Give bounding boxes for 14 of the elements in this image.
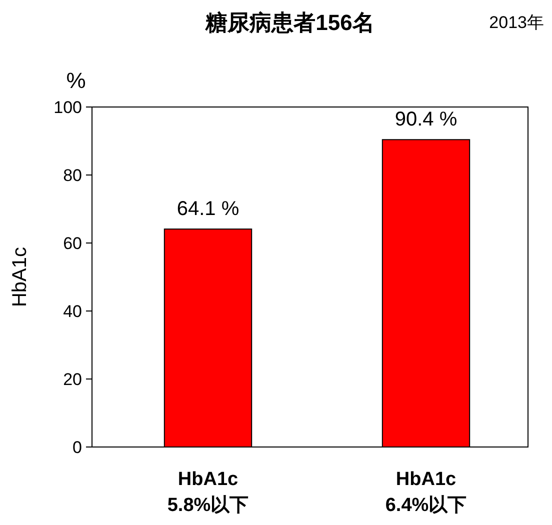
x-tick-label: HbA1c 6.4%以下 bbox=[385, 469, 467, 516]
x-tick-label: HbA1c 5.8%以下 bbox=[167, 469, 249, 516]
text: % bbox=[66, 68, 86, 93]
y-tick-label: 20 bbox=[63, 370, 82, 389]
y-tick-label: 60 bbox=[63, 234, 82, 253]
y-tick-label: 0 bbox=[72, 438, 82, 457]
y-tick-label: 80 bbox=[63, 166, 82, 185]
text: 2013年 bbox=[489, 13, 544, 32]
y-tick-label: 40 bbox=[63, 302, 82, 321]
data-label: 64.1 % bbox=[176, 198, 240, 220]
y-tick-label: 100 bbox=[54, 98, 82, 117]
chart-title: 糖尿病患者156名 bbox=[204, 10, 374, 35]
data-label: 90.4 % bbox=[394, 108, 458, 131]
y-axis-title: HbA1c bbox=[9, 246, 31, 308]
